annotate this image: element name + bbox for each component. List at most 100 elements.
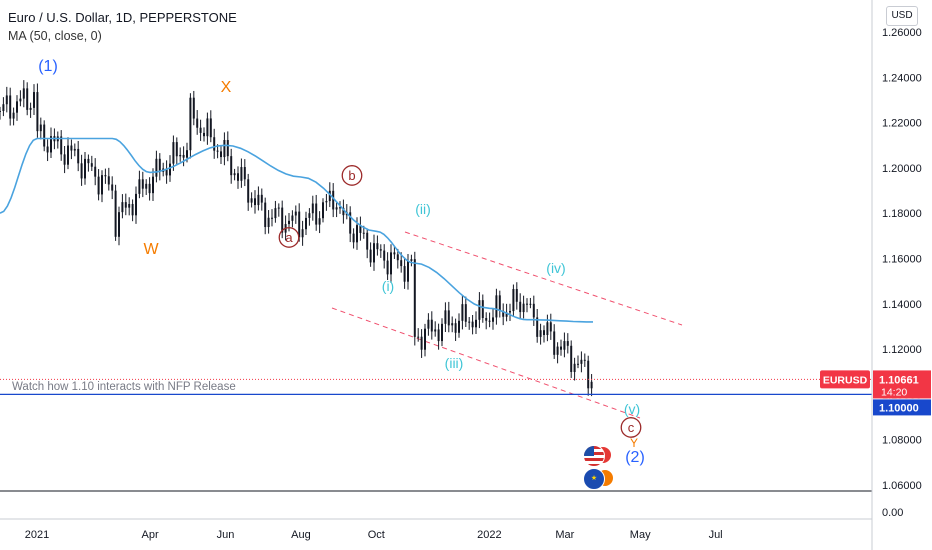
candle-body — [481, 300, 484, 318]
price-tick-label: 1.16000 — [882, 254, 922, 266]
candle-body — [447, 310, 450, 326]
candle-body — [553, 331, 556, 355]
candle-body — [145, 183, 148, 189]
candle-body — [430, 319, 433, 332]
wave-circle-b — [341, 165, 363, 186]
candle-body — [175, 142, 178, 157]
candle-body — [400, 260, 403, 267]
wave-label-w2[interactable]: (2) — [625, 449, 645, 466]
candle-body — [36, 92, 39, 132]
candle-body — [206, 118, 209, 137]
candle-body — [549, 322, 552, 332]
wave-label-b[interactable]: b — [348, 168, 355, 183]
us-flag-icon[interactable] — [583, 445, 605, 467]
price-tick-label: 1.12000 — [882, 344, 922, 356]
wave-label-iii[interactable]: (iii) — [445, 355, 464, 371]
candle-body — [172, 142, 175, 164]
candle-body — [532, 303, 535, 318]
time-tick-label: Oct — [368, 529, 385, 541]
candle-body — [577, 363, 579, 365]
candle-body — [536, 317, 539, 337]
candle-body — [192, 97, 195, 119]
candle-body — [342, 207, 345, 216]
candle-body — [379, 249, 382, 251]
wave-label-x[interactable]: X — [221, 79, 232, 96]
candle-body — [566, 341, 569, 346]
candle-body — [335, 207, 338, 210]
candle-body — [478, 300, 481, 320]
wave-label-v[interactable]: (v) — [624, 401, 640, 417]
ma-line — [0, 137, 593, 323]
wave-label-y[interactable]: Y — [630, 436, 638, 450]
wave-label-i[interactable]: (i) — [382, 278, 394, 294]
candle-body — [63, 154, 66, 165]
candle-body — [29, 107, 32, 110]
candle-body — [257, 194, 260, 206]
candle-body — [522, 303, 525, 313]
channel-lower-line[interactable] — [331, 307, 641, 419]
candle-body — [454, 323, 457, 333]
candle-body — [196, 118, 199, 128]
candle-body — [362, 232, 365, 234]
candle-body — [492, 317, 494, 322]
candle-body — [0, 110, 1, 112]
ma-indicator-label[interactable]: MA (50, close, 0) — [8, 29, 102, 43]
candle-body — [332, 190, 335, 210]
candle-body — [67, 145, 69, 165]
candle-body — [121, 202, 124, 213]
candle-body — [556, 346, 559, 355]
candle-body — [468, 321, 471, 323]
candle-body — [165, 168, 168, 176]
candle-body — [131, 203, 134, 216]
wave-label-w1[interactable]: (1) — [38, 58, 58, 75]
note-text: Watch how 1.10 interacts with NFP Releas… — [12, 381, 236, 393]
wave-label-w[interactable]: W — [143, 241, 159, 258]
symbol-title[interactable]: Euro / U.S. Dollar, 1D, PEPPERSTONE — [8, 10, 237, 25]
candle-body — [189, 97, 192, 151]
candle-body — [94, 166, 97, 177]
candle-body — [451, 323, 454, 326]
candle-body — [475, 319, 477, 328]
candle-body — [12, 112, 15, 119]
channel-upper-line[interactable] — [404, 231, 683, 326]
candle-body — [318, 218, 321, 225]
candle-body — [294, 211, 297, 216]
time-tick-label: 2021 — [25, 529, 49, 541]
wave-circle-a — [278, 227, 300, 248]
candle-body — [580, 359, 583, 364]
candle-body — [186, 150, 188, 158]
candle-body — [274, 208, 277, 219]
candle-body — [277, 207, 280, 209]
candle-body — [560, 346, 562, 350]
currency-button[interactable]: USD — [886, 6, 918, 26]
candle-body — [267, 217, 270, 228]
candle-body — [2, 104, 5, 111]
candle-body — [396, 254, 399, 261]
candle-body — [325, 201, 328, 203]
wave-label-a[interactable]: a — [285, 230, 293, 245]
symbol-tag — [820, 370, 870, 389]
candle-body — [328, 190, 331, 202]
candle-body — [373, 243, 375, 263]
candle-body — [77, 148, 80, 164]
candle-body — [240, 167, 243, 181]
time-axis: 2021 Apr Jun Aug Oct 2022 Mar May Jul — [25, 529, 723, 541]
level-price-label: 1.10000 — [879, 402, 919, 414]
candle-body — [233, 173, 236, 176]
candle-body — [587, 360, 590, 389]
candle-body — [84, 158, 86, 179]
candle-body — [33, 92, 35, 108]
candle-body — [441, 323, 443, 342]
wave-label-c[interactable]: c — [628, 420, 635, 435]
wave-label-iv[interactable]: (iv) — [546, 260, 565, 276]
time-tick-label: Apr — [142, 529, 159, 541]
wave-label-ii[interactable]: (ii) — [415, 201, 431, 217]
candle-body — [118, 212, 120, 237]
candle-body — [359, 225, 362, 233]
candle-body — [70, 145, 73, 151]
eu-flag-icon[interactable]: ★ — [583, 468, 605, 490]
candle-body — [498, 295, 501, 311]
candle-body — [169, 163, 171, 176]
